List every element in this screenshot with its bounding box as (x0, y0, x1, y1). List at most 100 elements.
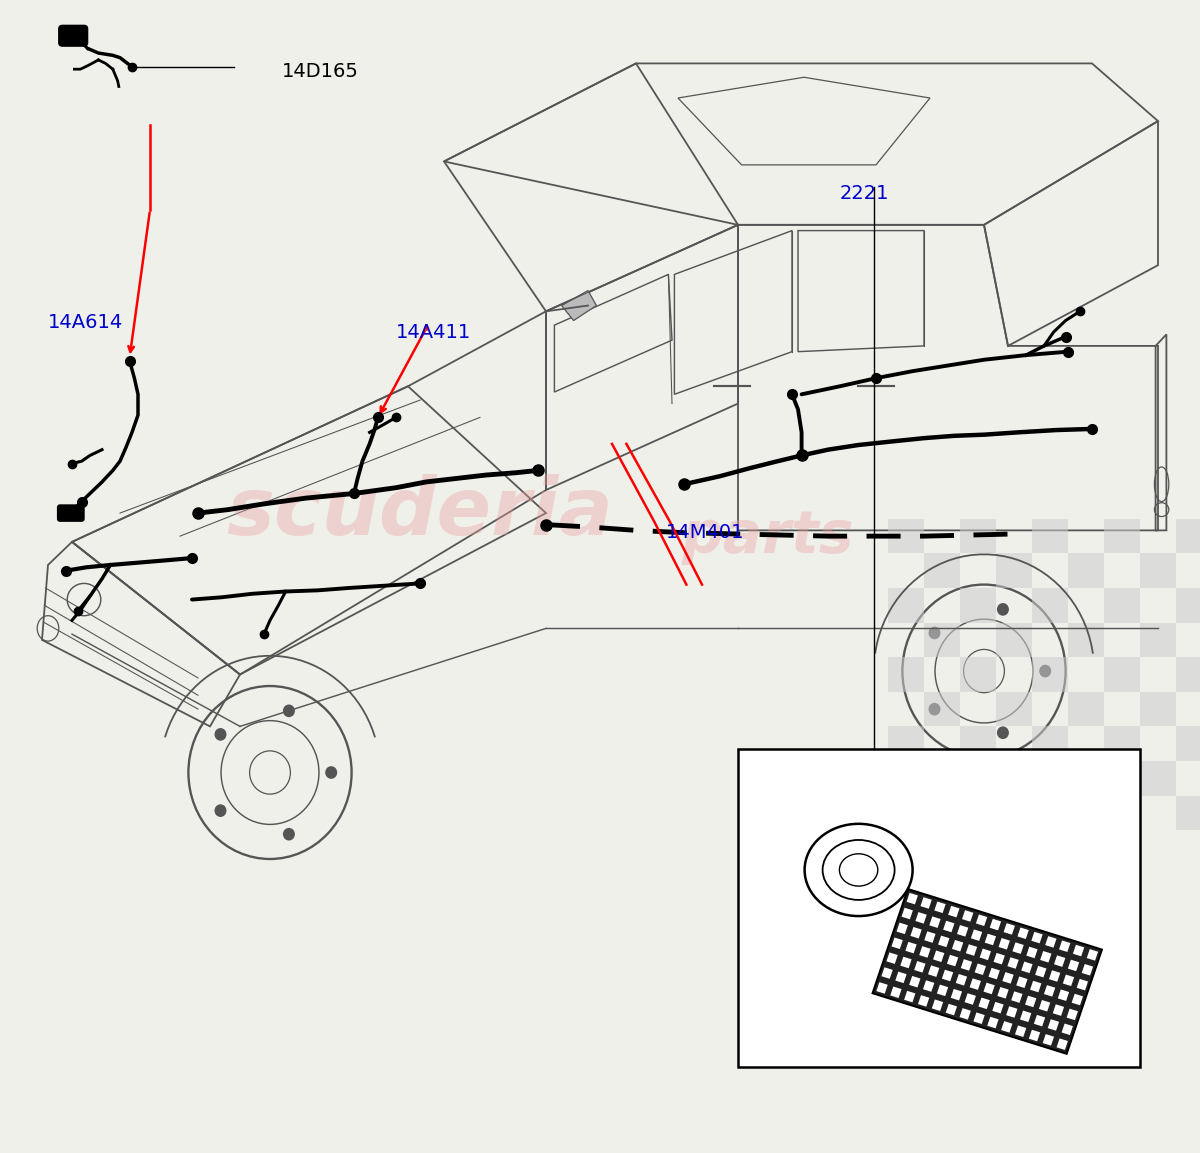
Bar (1026, 947, 1038, 958)
Ellipse shape (283, 828, 295, 841)
Bar (952, 940, 964, 951)
Bar (1032, 796, 1068, 830)
Bar (1068, 761, 1104, 796)
Bar (914, 962, 925, 973)
Bar (1068, 623, 1104, 657)
Bar (960, 519, 996, 553)
Bar (738, 749, 1140, 1067)
Bar (1063, 974, 1074, 986)
Bar (924, 761, 960, 796)
Bar (965, 993, 976, 1004)
Polygon shape (562, 291, 596, 321)
Bar (994, 952, 1004, 964)
Bar (943, 921, 954, 933)
Bar (892, 937, 902, 949)
Bar (1013, 942, 1024, 954)
Ellipse shape (215, 805, 227, 817)
Bar (960, 1008, 971, 1019)
Text: 14D165: 14D165 (282, 62, 359, 81)
Bar (1006, 1007, 1018, 1018)
Bar (971, 929, 982, 941)
Bar (924, 553, 960, 588)
Bar (1003, 924, 1015, 935)
Bar (1104, 519, 1140, 553)
Bar (888, 519, 924, 553)
Bar (1140, 553, 1176, 588)
Bar (1176, 726, 1200, 761)
Bar (1104, 726, 1140, 761)
Ellipse shape (823, 839, 895, 899)
Bar (1028, 1030, 1040, 1041)
Bar (1068, 959, 1079, 971)
Text: scuderia: scuderia (227, 474, 613, 552)
Bar (950, 989, 962, 1001)
Bar (887, 952, 898, 964)
Bar (872, 889, 1102, 1054)
Bar (970, 979, 980, 990)
Bar (910, 975, 920, 987)
Bar (1049, 970, 1061, 981)
Bar (911, 927, 922, 939)
Ellipse shape (325, 766, 337, 779)
Bar (1140, 692, 1176, 726)
Bar (923, 980, 935, 992)
Bar (904, 990, 916, 1002)
Bar (1001, 1022, 1013, 1033)
Ellipse shape (283, 704, 295, 717)
Bar (1036, 966, 1046, 978)
Bar (1007, 957, 1019, 969)
Bar (1034, 1015, 1045, 1026)
Bar (997, 987, 1009, 998)
Bar (888, 657, 924, 692)
Bar (916, 912, 926, 924)
Bar (888, 588, 924, 623)
Bar (1176, 657, 1200, 692)
Bar (976, 914, 988, 926)
Bar (1018, 927, 1028, 939)
Bar (1073, 944, 1085, 956)
Bar (932, 1000, 943, 1011)
Text: 2221: 2221 (840, 184, 889, 203)
Bar (1016, 977, 1027, 988)
Bar (1044, 985, 1055, 996)
Ellipse shape (997, 726, 1009, 739)
Bar (1021, 962, 1032, 973)
Ellipse shape (997, 603, 1009, 616)
Bar (962, 910, 973, 921)
Bar (979, 949, 991, 960)
Bar (955, 974, 967, 986)
Bar (992, 1002, 1003, 1013)
Bar (1072, 994, 1082, 1005)
Ellipse shape (929, 626, 941, 639)
Bar (1031, 932, 1043, 943)
Bar (966, 944, 977, 956)
Bar (996, 692, 1032, 726)
Bar (888, 796, 924, 830)
Bar (876, 982, 888, 994)
Bar (1176, 796, 1200, 830)
Text: 14A614: 14A614 (48, 314, 124, 332)
Bar (990, 919, 1001, 930)
Bar (1032, 588, 1068, 623)
Bar (924, 692, 960, 726)
Bar (924, 623, 960, 657)
Bar (900, 957, 912, 969)
Bar (1062, 1024, 1073, 1035)
Bar (960, 657, 996, 692)
Bar (905, 942, 917, 954)
Bar (996, 553, 1032, 588)
Ellipse shape (805, 823, 913, 915)
FancyBboxPatch shape (59, 25, 88, 46)
Bar (935, 902, 946, 913)
Bar (1039, 1000, 1050, 1011)
Bar (961, 959, 972, 971)
Bar (1048, 1019, 1060, 1031)
Bar (924, 932, 936, 943)
Bar (1076, 979, 1088, 990)
Bar (1025, 996, 1037, 1008)
Bar (1140, 623, 1176, 657)
Bar (984, 982, 995, 994)
Bar (1068, 692, 1104, 726)
Bar (1040, 951, 1051, 963)
Bar (985, 934, 996, 945)
